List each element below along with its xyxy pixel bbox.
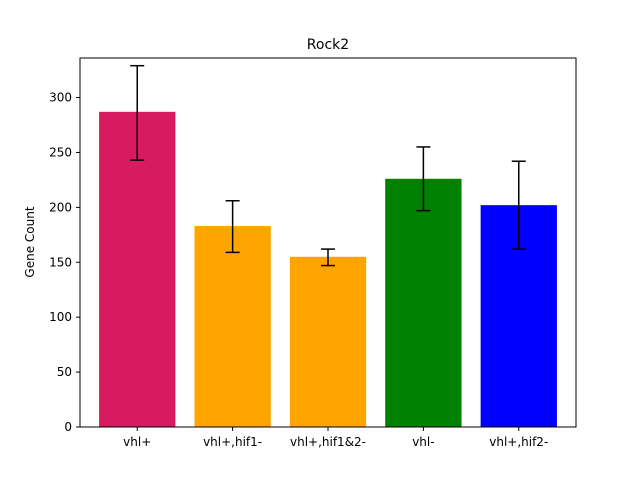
plot-frame xyxy=(79,57,577,428)
x-tick-label-4: vhl+,hif2- xyxy=(489,435,548,449)
x-tick-label-1: vhl+,hif1- xyxy=(203,435,262,449)
y-tick-label-4: 200 xyxy=(49,200,72,214)
y-axis-label: Gene Count xyxy=(23,206,37,277)
y-tick-label-5: 250 xyxy=(49,145,72,159)
y-tick-label-1: 50 xyxy=(57,365,72,379)
x-tick-label-0: vhl+ xyxy=(123,435,151,449)
x-axis: vhl+ vhl+,hif1- vhl+,hif1&2- vhl-vhl+,hif2- xyxy=(123,427,548,449)
bar-3 xyxy=(385,178,462,427)
bar-2 xyxy=(289,256,367,427)
y-tick-label-3: 150 xyxy=(49,255,72,269)
bar-0 xyxy=(99,111,176,427)
y-tick-label-0: 0 xyxy=(64,420,72,434)
chart-title: Rock2 xyxy=(307,37,349,53)
y-axis: 0 50 100 150 200 250 300 xyxy=(49,91,80,434)
y-tick-label-6: 300 xyxy=(49,91,72,105)
bars-group xyxy=(99,111,557,427)
x-tick-label-2: vhl+,hif1&2- xyxy=(290,435,366,449)
x-tick-label-3: vhl- xyxy=(412,435,434,449)
y-tick-label-2: 100 xyxy=(49,310,72,324)
bar-1 xyxy=(194,226,271,427)
error-bars-group xyxy=(130,64,526,267)
